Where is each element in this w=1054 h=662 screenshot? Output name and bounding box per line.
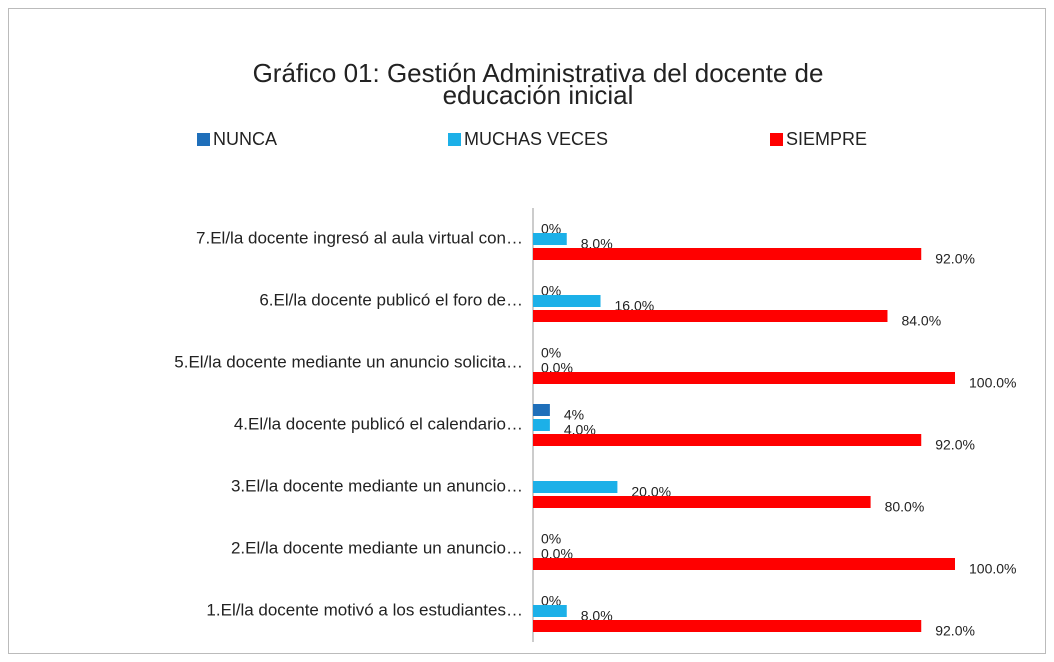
bar (533, 558, 955, 570)
bar (533, 310, 888, 322)
value-label: 8.0% (581, 608, 613, 624)
value-label: 8.0% (581, 236, 613, 252)
value-label: 80.0% (885, 499, 925, 515)
value-label: 92.0% (935, 437, 975, 453)
legend-label: SIEMPRE (786, 129, 867, 149)
bar (533, 434, 922, 446)
value-label: 92.0% (935, 251, 975, 267)
category-label: 1.El/la docente motivó a los estudiantes… (206, 600, 523, 619)
legend-label: NUNCA (213, 129, 277, 149)
bar (533, 419, 550, 431)
bar (533, 605, 567, 617)
bar (533, 404, 550, 416)
value-label: 100.0% (969, 561, 1016, 577)
value-label: 0% (541, 345, 561, 361)
legend-swatch (197, 133, 210, 146)
value-label: 16.0% (615, 298, 655, 314)
bar (533, 248, 922, 260)
value-label: 4% (564, 407, 584, 423)
category-label: 3.El/la docente mediante un anuncio… (231, 476, 523, 495)
value-label: 0% (541, 531, 561, 547)
legend-label: MUCHAS VECES (464, 129, 608, 149)
legend-swatch (770, 133, 783, 146)
value-label: 0% (541, 593, 561, 609)
category-label: 5.El/la docente mediante un anuncio soli… (174, 352, 523, 371)
category-label: 7.El/la docente ingresó al aula virtual … (196, 228, 523, 247)
value-label: 0% (541, 283, 561, 299)
value-label: 0% (541, 221, 561, 237)
bar (533, 481, 618, 493)
category-label: 6.El/la docente publicó el foro de… (259, 290, 523, 309)
bar (533, 620, 922, 632)
value-label: 84.0% (901, 313, 941, 329)
category-label: 4.El/la docente publicó el calendario… (234, 414, 523, 433)
chart-frame (8, 8, 1046, 654)
value-label: 0.0% (541, 360, 573, 376)
value-label: 4.0% (564, 422, 596, 438)
chart-title: Gráfico 01: Gestión Administrativa del d… (253, 58, 824, 110)
legend-swatch (448, 133, 461, 146)
bar (533, 496, 871, 508)
value-label: 20.0% (631, 484, 671, 500)
value-label: 100.0% (969, 375, 1016, 391)
bar (533, 295, 601, 307)
value-label: 92.0% (935, 623, 975, 639)
category-label: 2.El/la docente mediante un anuncio… (231, 538, 523, 557)
bar (533, 233, 567, 245)
bar (533, 372, 955, 384)
value-label: 0.0% (541, 546, 573, 562)
